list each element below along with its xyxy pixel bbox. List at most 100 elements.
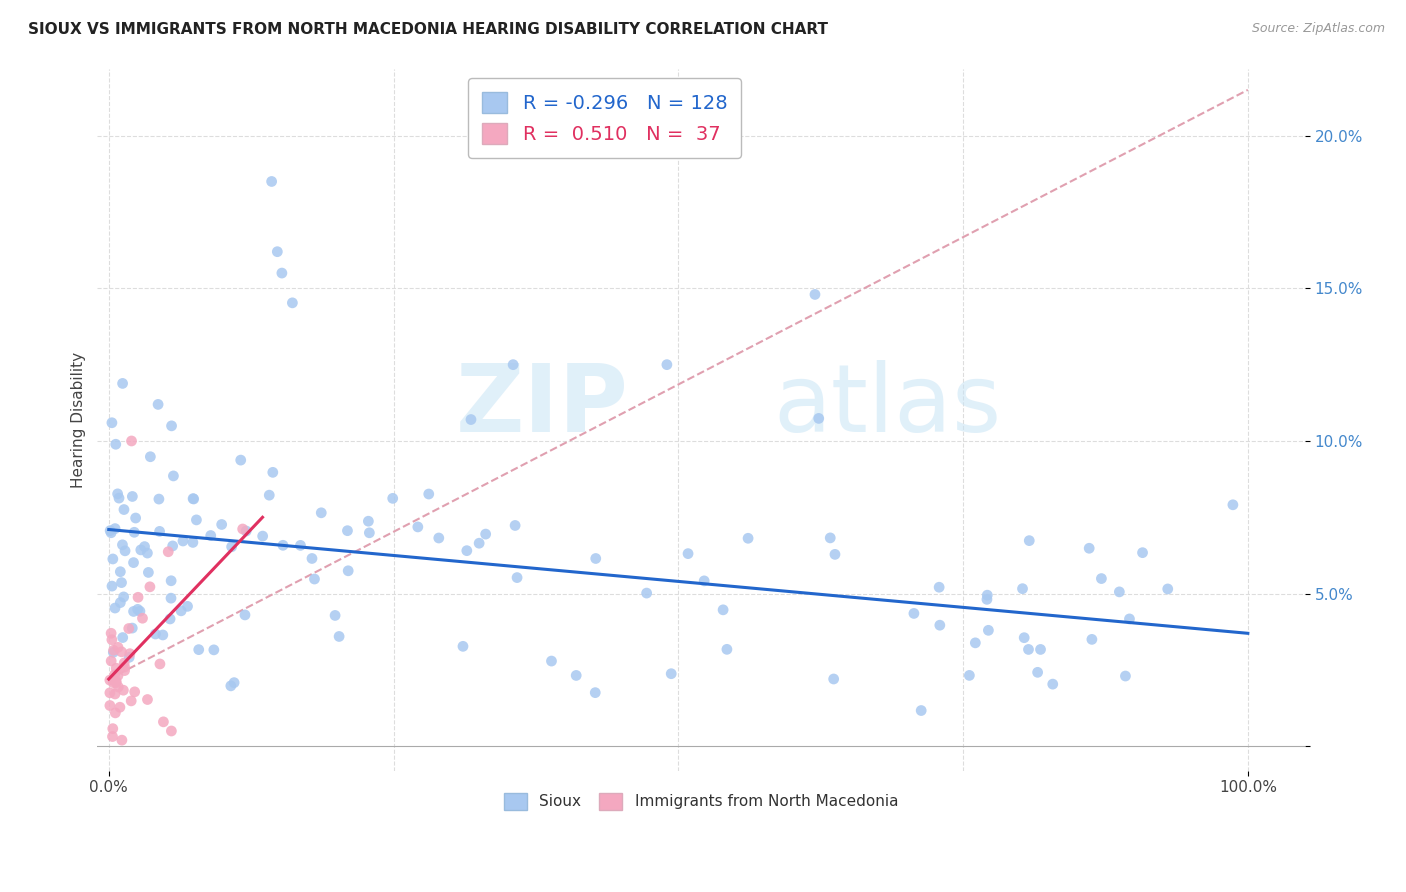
Point xyxy=(1114,669,1136,683)
Point xyxy=(138,566,160,580)
Point xyxy=(804,287,827,301)
Point xyxy=(122,604,145,618)
Point xyxy=(186,513,208,527)
Point xyxy=(266,244,288,259)
Point xyxy=(271,538,294,552)
Text: ZIP: ZIP xyxy=(456,359,628,451)
Point xyxy=(114,664,136,678)
Point xyxy=(711,603,734,617)
Point xyxy=(502,358,524,372)
Point xyxy=(118,647,141,661)
Point xyxy=(122,556,145,570)
Point xyxy=(104,687,127,701)
Point xyxy=(118,650,141,665)
Point xyxy=(1042,677,1064,691)
Point xyxy=(118,622,141,636)
Point xyxy=(124,685,146,699)
Point xyxy=(111,538,134,552)
Point xyxy=(136,546,159,560)
Point xyxy=(460,412,482,426)
Point xyxy=(659,666,682,681)
Point xyxy=(824,547,846,561)
Point xyxy=(111,631,134,645)
Point xyxy=(129,542,152,557)
Point xyxy=(1017,642,1039,657)
Point xyxy=(202,643,225,657)
Point xyxy=(101,632,124,647)
Point xyxy=(468,536,491,550)
Point xyxy=(976,592,998,607)
Point xyxy=(152,628,174,642)
Point xyxy=(1132,546,1154,560)
Point xyxy=(737,531,759,545)
Point xyxy=(111,733,134,747)
Point xyxy=(252,529,274,543)
Point xyxy=(100,654,122,668)
Point xyxy=(323,608,346,623)
Point xyxy=(381,491,404,506)
Point xyxy=(105,661,128,675)
Point xyxy=(235,524,257,538)
Point xyxy=(456,543,478,558)
Point xyxy=(233,607,256,622)
Point xyxy=(211,517,233,532)
Point xyxy=(107,640,129,655)
Point xyxy=(304,572,326,586)
Point xyxy=(928,618,950,632)
Point xyxy=(565,668,588,682)
Point xyxy=(281,296,304,310)
Point xyxy=(105,675,128,690)
Point xyxy=(585,551,607,566)
Point xyxy=(1012,631,1035,645)
Point xyxy=(121,490,143,504)
Point xyxy=(103,645,125,659)
Point xyxy=(136,692,159,706)
Point xyxy=(112,683,135,698)
Point xyxy=(337,564,360,578)
Point xyxy=(1078,541,1101,556)
Point xyxy=(1222,498,1244,512)
Point xyxy=(183,491,205,506)
Point xyxy=(101,416,124,430)
Point xyxy=(108,700,131,714)
Point xyxy=(224,675,246,690)
Point xyxy=(122,525,145,540)
Point xyxy=(134,540,156,554)
Point xyxy=(107,487,129,501)
Point xyxy=(336,524,359,538)
Point xyxy=(823,672,845,686)
Point xyxy=(149,657,172,671)
Point xyxy=(101,552,124,566)
Point xyxy=(965,636,987,650)
Point xyxy=(910,704,932,718)
Point xyxy=(427,531,450,545)
Point xyxy=(1011,582,1033,596)
Point xyxy=(503,518,526,533)
Point xyxy=(160,724,183,739)
Point xyxy=(162,539,184,553)
Point xyxy=(1029,642,1052,657)
Point xyxy=(474,527,496,541)
Point xyxy=(301,551,323,566)
Point xyxy=(107,668,129,682)
Point xyxy=(1018,533,1040,548)
Point xyxy=(259,488,281,502)
Point xyxy=(101,730,124,744)
Point xyxy=(110,565,132,579)
Point xyxy=(176,599,198,614)
Point xyxy=(104,522,127,536)
Point xyxy=(716,642,738,657)
Point xyxy=(107,680,129,694)
Point xyxy=(290,538,312,552)
Point xyxy=(418,487,440,501)
Point xyxy=(98,686,121,700)
Point xyxy=(121,434,143,448)
Point xyxy=(110,596,132,610)
Point xyxy=(1157,582,1180,596)
Point xyxy=(120,694,142,708)
Text: Source: ZipAtlas.com: Source: ZipAtlas.com xyxy=(1251,22,1385,36)
Point xyxy=(104,706,127,720)
Point xyxy=(148,492,170,507)
Y-axis label: Hearing Disability: Hearing Disability xyxy=(72,351,86,488)
Point xyxy=(181,535,204,549)
